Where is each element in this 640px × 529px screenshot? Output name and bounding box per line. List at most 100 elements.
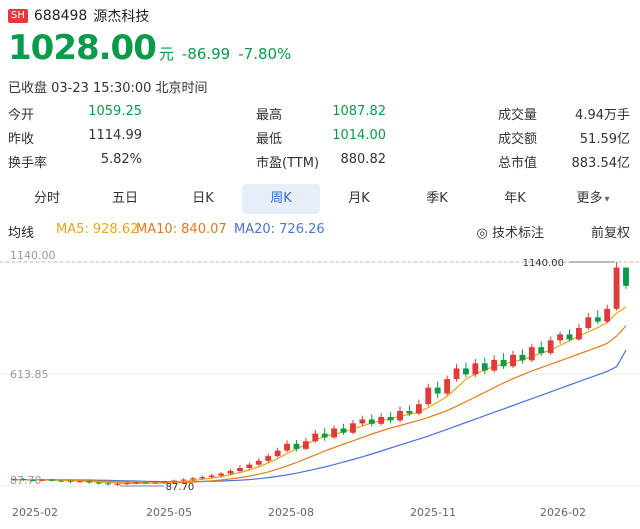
ma-label: 均线 — [8, 226, 35, 241]
tab-label: 年K — [504, 191, 526, 206]
fq-button[interactable]: 前复权 — [590, 226, 630, 241]
candle-body — [39, 479, 46, 481]
candle-body — [152, 482, 159, 484]
tab-label: 周K — [270, 191, 292, 206]
stat-label: 换手率 — [8, 156, 48, 171]
candle-body — [557, 334, 564, 341]
tab-4[interactable]: 月K — [320, 184, 398, 214]
candle-body — [67, 480, 74, 482]
tech-annotation-button[interactable]: ◎ 技术标注 — [476, 226, 544, 241]
candle-body — [218, 473, 225, 476]
current-price: 1028.00 — [8, 28, 157, 68]
candle-body — [331, 428, 338, 438]
candle-body — [11, 479, 17, 481]
price-row: 1028.00 元 -86.99 -7.80% — [8, 28, 291, 68]
stock-code: 688498 — [33, 8, 88, 24]
kline-chart[interactable]: 1140.00 613.85 87.70 1140.00 87.70 2025-02 202… — [0, 246, 640, 529]
tab-0[interactable]: 分时 — [8, 184, 86, 214]
candle-body — [415, 404, 422, 414]
candle-body — [472, 363, 479, 375]
candle-body — [284, 443, 290, 451]
candle-body — [491, 359, 498, 371]
candle-body — [463, 368, 469, 375]
candle-body — [425, 387, 432, 405]
candle-body — [86, 481, 93, 483]
candle-body — [114, 483, 121, 485]
candle-body — [547, 340, 554, 354]
candle-body — [180, 479, 187, 481]
stat-value: 51.59亿 — [579, 132, 630, 147]
stat-label: 总市值 — [498, 156, 538, 171]
stat-label: 昨收 — [8, 132, 35, 147]
candle-body — [481, 363, 488, 371]
candle-body — [76, 481, 83, 483]
candle-body — [444, 379, 451, 394]
exchange-badge: SH — [8, 9, 28, 23]
stat-label: 成交额 — [498, 132, 538, 147]
market-status: 已收盘 03-23 15:30:00 北京时间 — [8, 81, 208, 96]
y-tick-label: 1140.00 — [10, 249, 56, 262]
candle-body — [350, 423, 356, 433]
ma10-line — [14, 325, 627, 484]
tab-5[interactable]: 季K — [398, 184, 476, 214]
tab-2[interactable]: 日K — [164, 184, 242, 214]
candle-body — [434, 387, 441, 394]
tab-label: 月K — [348, 191, 370, 206]
candle-body — [58, 480, 64, 482]
x-tick-label: 2025-05 — [146, 506, 192, 519]
candle-body — [293, 443, 300, 449]
candle-body — [594, 317, 601, 322]
candle-body — [500, 359, 507, 367]
candle-body — [359, 419, 366, 424]
candle-body — [133, 482, 140, 484]
price-unit: 元 — [158, 45, 174, 63]
candle-body — [227, 471, 234, 474]
stat-value: 1114.99 — [88, 128, 142, 143]
stat-label: 最高 — [256, 108, 283, 123]
tab-7[interactable]: 更多 ▾ — [554, 184, 632, 214]
candle-body — [48, 479, 55, 481]
candle-body — [265, 456, 272, 461]
tab-3[interactable]: 周K — [242, 184, 320, 214]
candle-body — [274, 450, 281, 457]
stat-label: 最低 — [256, 132, 283, 147]
stat-value: 883.54亿 — [571, 156, 631, 171]
candle-body — [142, 482, 149, 484]
candle-body — [171, 480, 177, 482]
stats-row: 今开 1059.25 最高 1087.82 成交量 4.94万手 — [8, 104, 632, 128]
ma20-line — [14, 349, 627, 483]
candle-body — [189, 478, 196, 480]
period-tabs: 分时 五日 日K 周K 月K 季K 年K 更多 ▾ — [8, 184, 632, 214]
candle-body — [623, 267, 629, 286]
tab-label: 五日 — [111, 191, 138, 206]
candle-body — [199, 476, 206, 479]
candle-body — [538, 347, 545, 354]
candle-body — [368, 419, 375, 424]
stat-value: 1087.82 — [332, 104, 386, 119]
ma-legend: 均线 MA5: 928.62 MA10: 840.07 MA20: 726.26… — [8, 220, 632, 241]
stats-grid: 今开 1059.25 最高 1087.82 成交量 4.94万手 昨收 1114.99 最低 10… — [8, 104, 632, 176]
x-tick-label: 2025-08 — [268, 506, 314, 519]
candle-body — [519, 354, 526, 361]
candle-body — [237, 468, 243, 472]
tab-label: 分时 — [33, 191, 60, 206]
stat-value: 1059.25 — [88, 104, 142, 119]
candle-body — [105, 483, 112, 485]
stat-label: 今开 — [8, 108, 35, 123]
candle-body — [255, 460, 262, 465]
candle-body — [20, 478, 27, 480]
stat-value: 1014.00 — [332, 128, 386, 143]
candle-body — [29, 479, 36, 481]
candle-body — [340, 428, 347, 433]
candle-body — [378, 416, 385, 424]
tab-6[interactable]: 年K — [476, 184, 554, 214]
candle-body — [613, 267, 620, 309]
ma5-line — [14, 306, 627, 484]
tab-label: 更多 — [576, 191, 603, 206]
ma5-value: MA5: 928.62 — [56, 222, 139, 237]
candle-body — [566, 334, 573, 340]
stat-label: 成交量 — [498, 108, 538, 123]
candle-body — [321, 433, 328, 438]
candle-body — [453, 368, 460, 380]
tab-1[interactable]: 五日 — [86, 184, 164, 214]
